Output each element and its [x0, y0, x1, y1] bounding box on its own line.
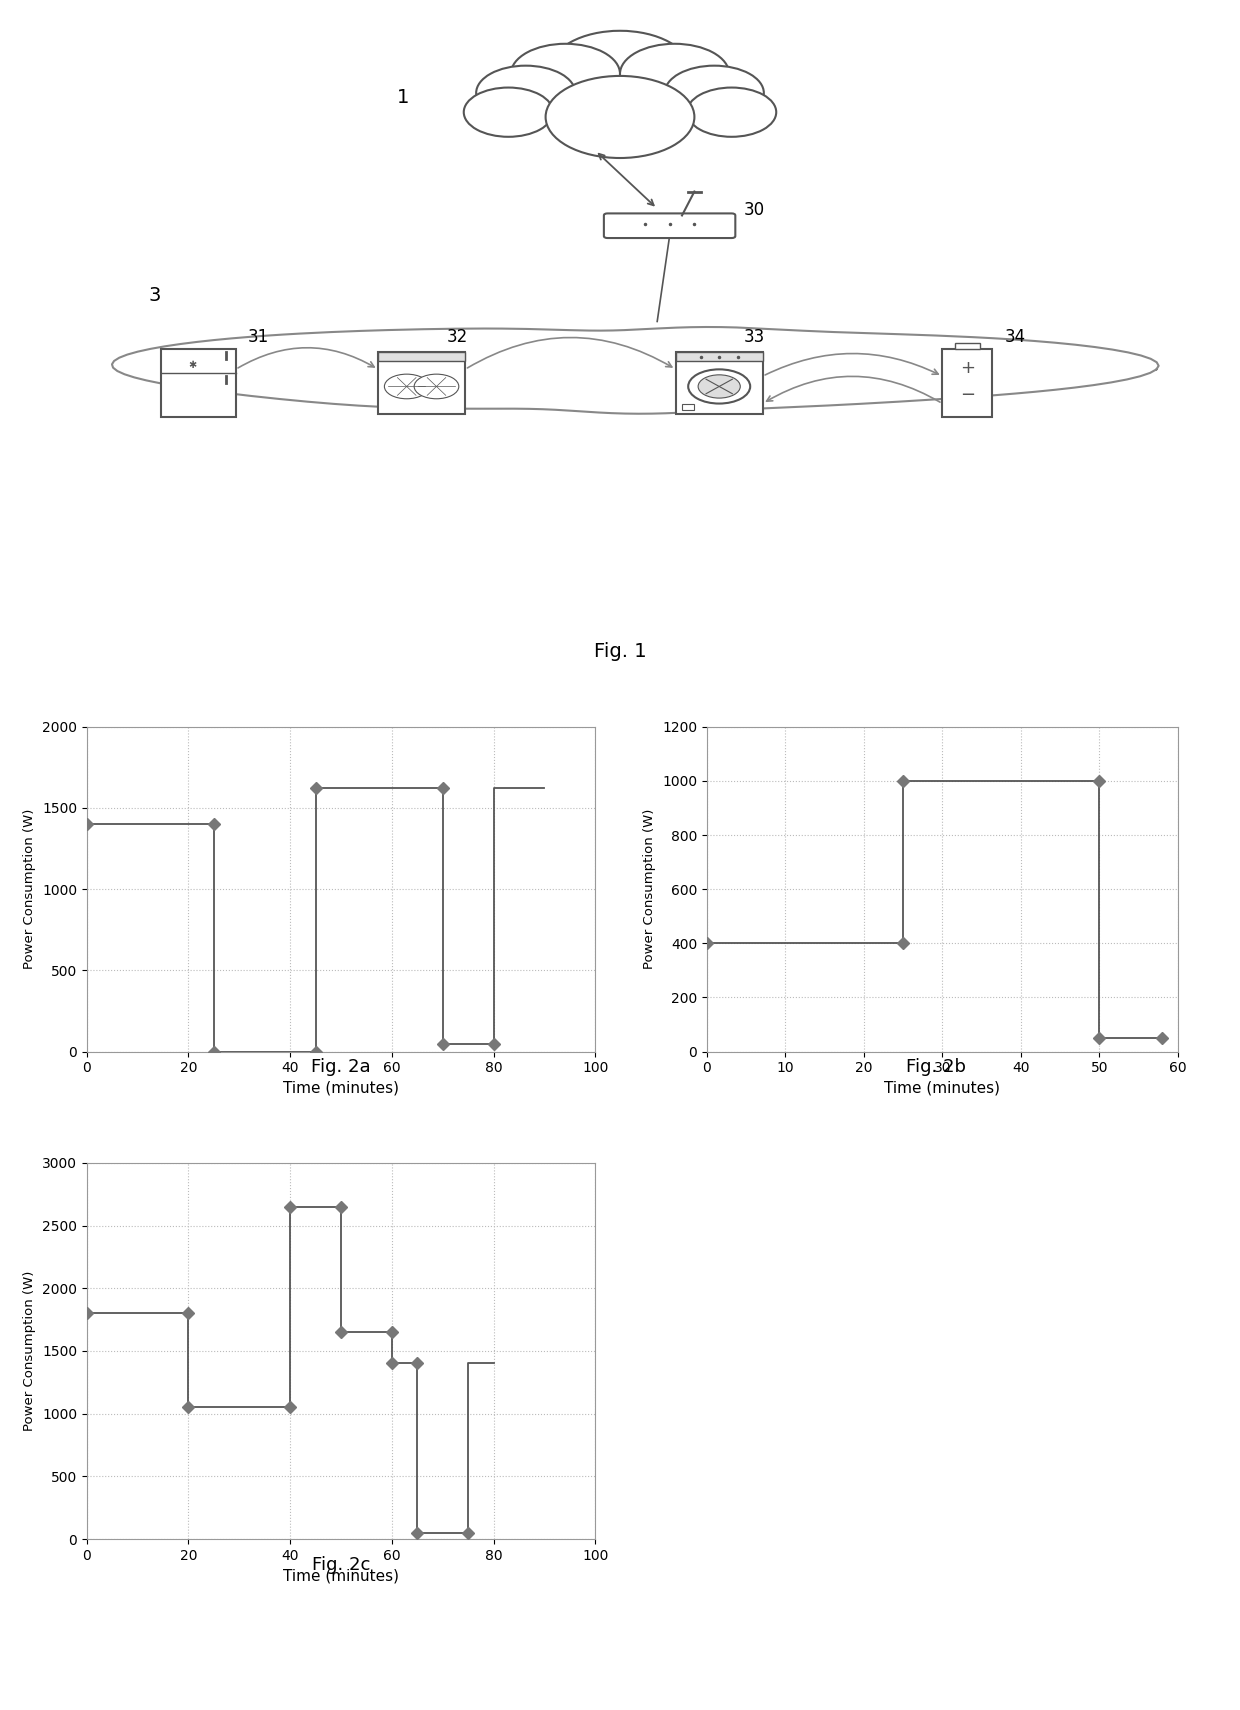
- Bar: [676, 352, 763, 414]
- Text: 31: 31: [248, 328, 269, 345]
- Text: Fig. 2a: Fig. 2a: [311, 1058, 371, 1076]
- Bar: [682, 404, 694, 410]
- Text: 1: 1: [397, 87, 409, 106]
- Text: ✱: ✱: [188, 361, 196, 369]
- Circle shape: [511, 44, 620, 104]
- Y-axis label: Power Consumption (W): Power Consumption (W): [644, 809, 656, 970]
- Y-axis label: Power Consumption (W): Power Consumption (W): [24, 809, 36, 970]
- X-axis label: Time (minutes): Time (minutes): [283, 1568, 399, 1583]
- Bar: [378, 352, 465, 414]
- Text: Fig. 1: Fig. 1: [594, 641, 646, 660]
- Circle shape: [698, 374, 740, 398]
- Text: 33: 33: [744, 328, 765, 345]
- Circle shape: [476, 65, 575, 120]
- Circle shape: [464, 87, 553, 137]
- X-axis label: Time (minutes): Time (minutes): [283, 1081, 399, 1096]
- Text: Fig. 2b: Fig. 2b: [906, 1058, 966, 1076]
- Circle shape: [687, 87, 776, 137]
- Text: 34: 34: [1004, 328, 1025, 345]
- Circle shape: [384, 374, 429, 398]
- Circle shape: [665, 65, 764, 120]
- Text: +: +: [960, 359, 975, 376]
- Bar: [378, 352, 465, 361]
- Circle shape: [414, 374, 459, 398]
- Circle shape: [551, 31, 689, 108]
- Text: 3: 3: [149, 286, 161, 304]
- Text: Fig. 2c: Fig. 2c: [311, 1556, 371, 1573]
- Circle shape: [620, 44, 729, 104]
- Bar: [676, 352, 763, 361]
- Bar: [161, 349, 236, 417]
- Text: 30: 30: [744, 202, 765, 219]
- Y-axis label: Power Consumption (W): Power Consumption (W): [24, 1271, 36, 1431]
- Bar: [942, 349, 992, 417]
- Text: −: −: [960, 386, 975, 404]
- Bar: [955, 344, 980, 349]
- FancyBboxPatch shape: [604, 214, 735, 238]
- Text: 32: 32: [446, 328, 467, 345]
- Circle shape: [546, 75, 694, 157]
- Circle shape: [688, 369, 750, 404]
- X-axis label: Time (minutes): Time (minutes): [884, 1081, 1001, 1096]
